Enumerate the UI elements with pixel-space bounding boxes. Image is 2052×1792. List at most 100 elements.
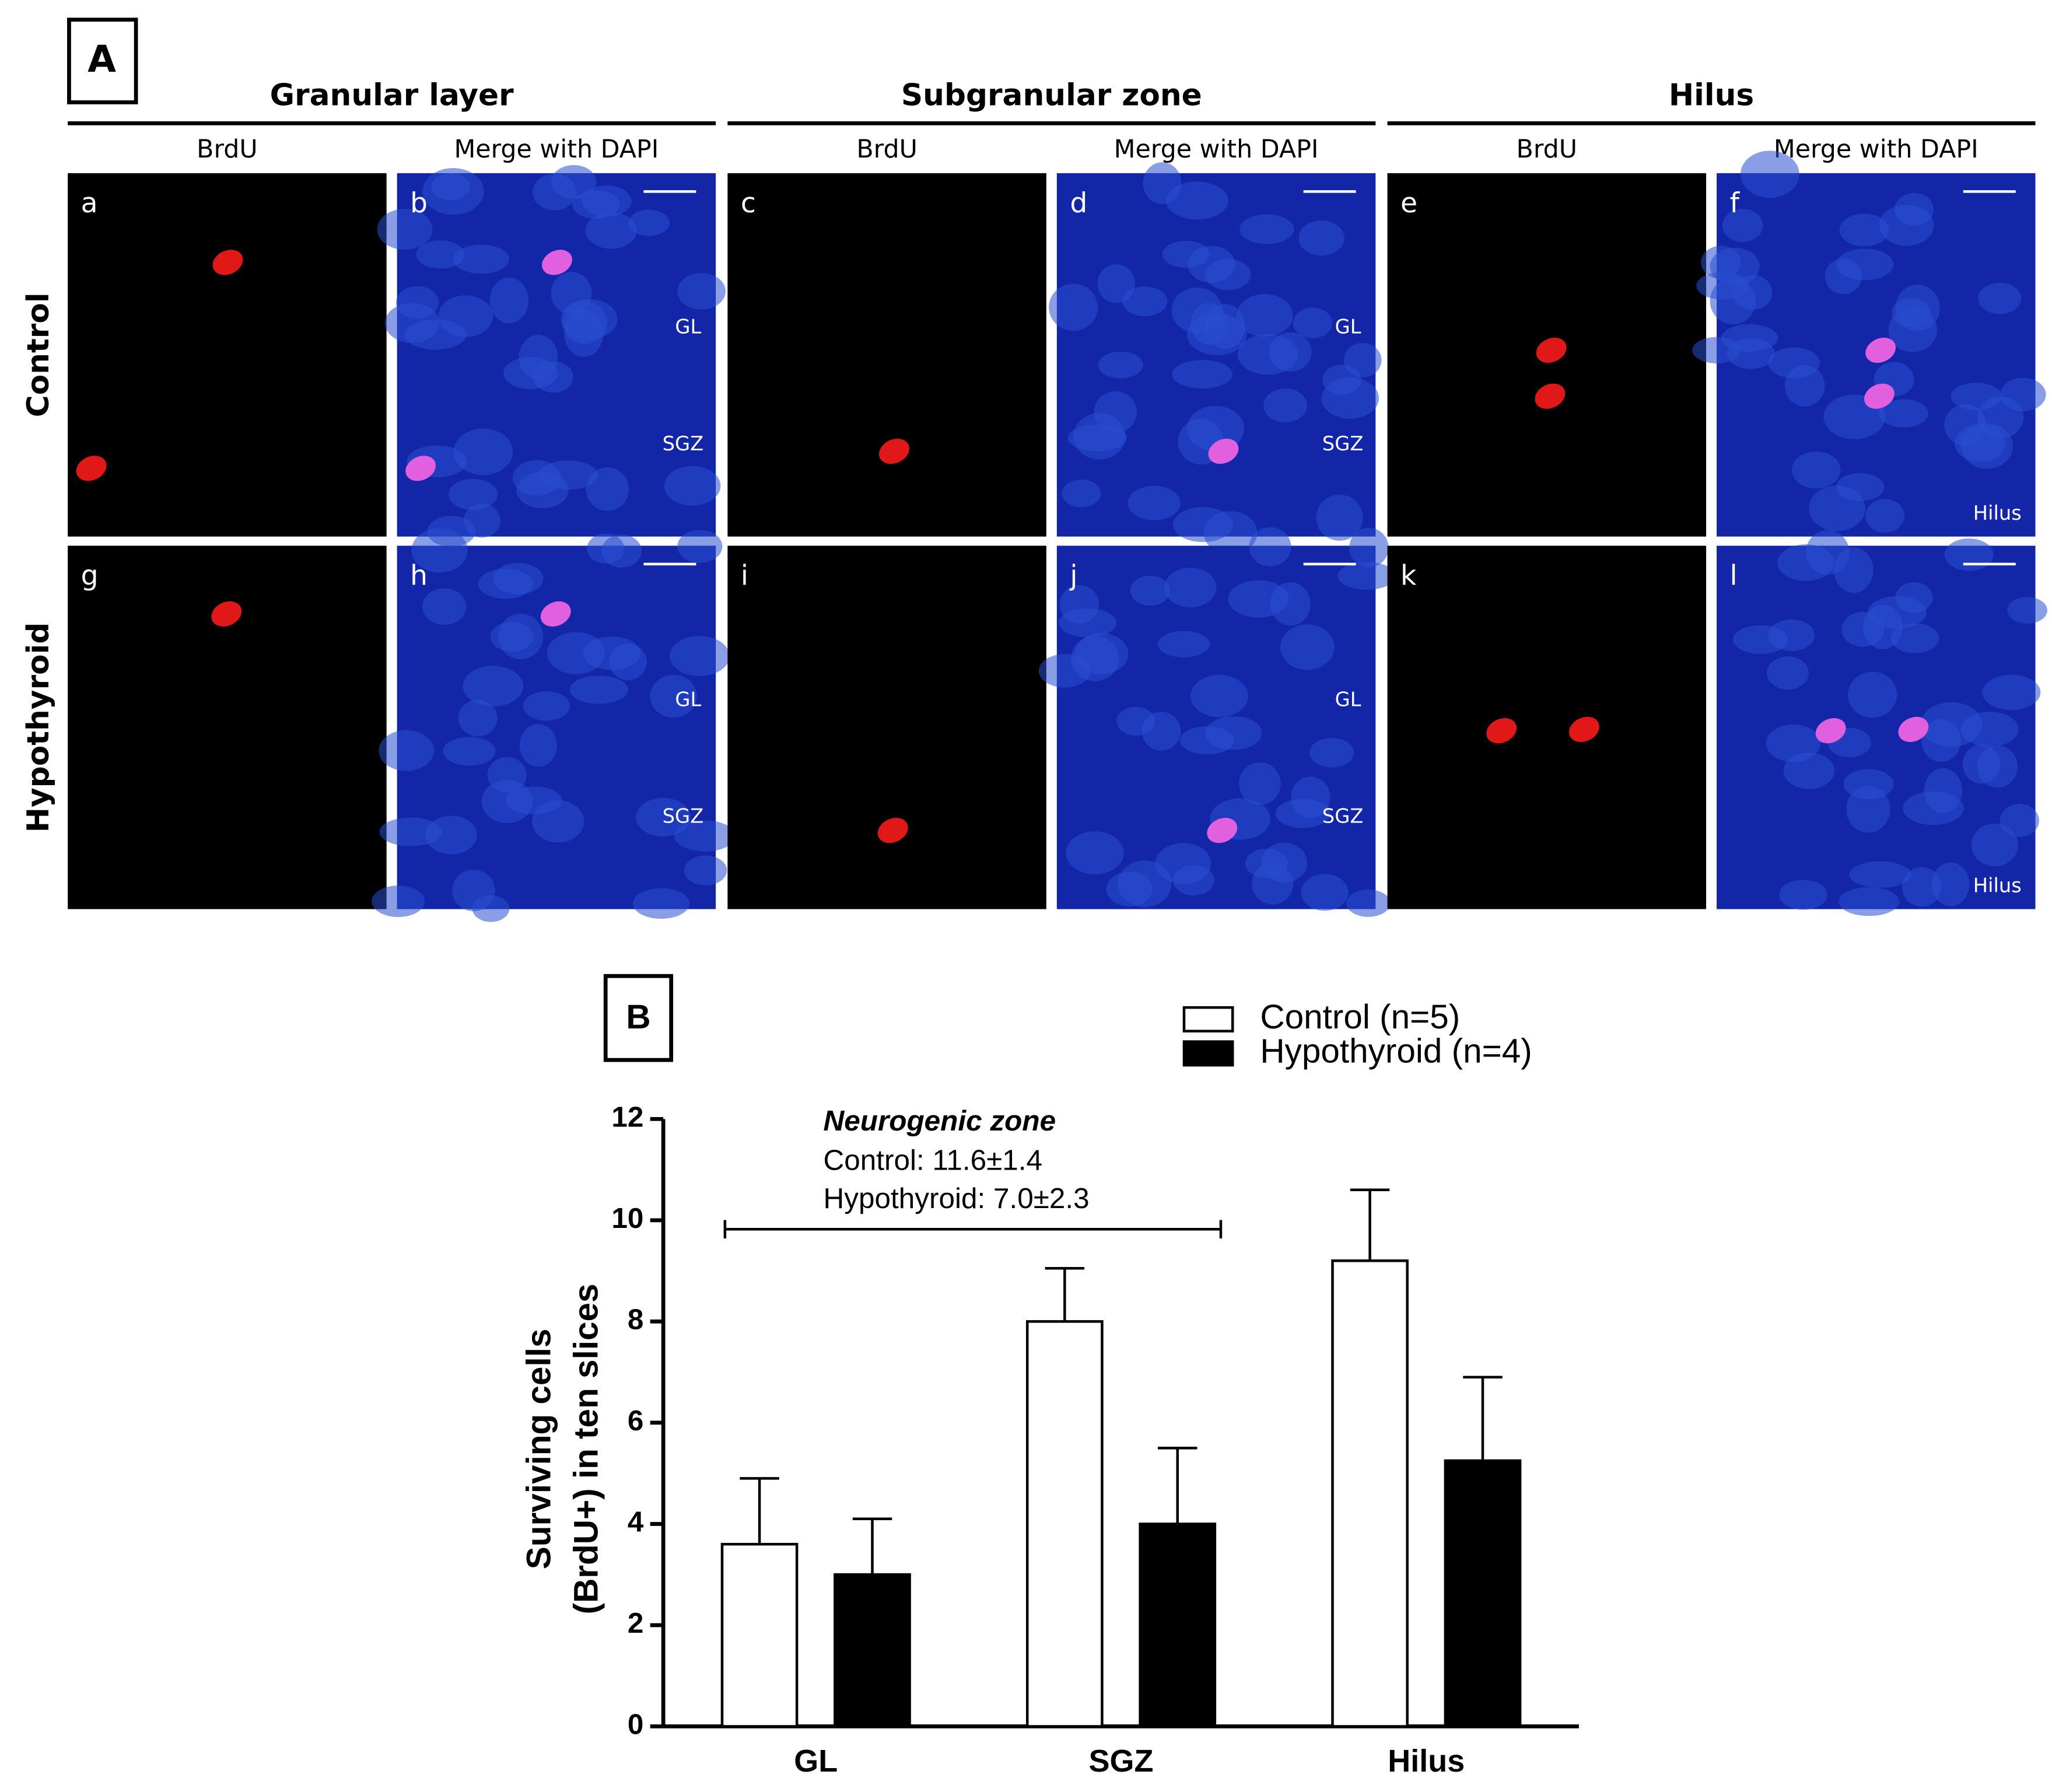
dapi-nucleus bbox=[1204, 259, 1251, 290]
dapi-nucleus bbox=[1865, 499, 1905, 533]
dapi-nucleus bbox=[1982, 674, 2041, 710]
dapi-nucleus bbox=[1098, 351, 1143, 379]
dapi-nucleus bbox=[1977, 746, 2018, 788]
region-label: SGZ bbox=[663, 432, 704, 455]
dapi-nucleus bbox=[1293, 307, 1332, 338]
dapi-nucleus bbox=[1173, 865, 1214, 895]
dapi-nucleus bbox=[1157, 631, 1210, 657]
group-title: Granular layer bbox=[270, 78, 514, 113]
dapi-nucleus bbox=[1931, 862, 1970, 907]
dapi-nucleus bbox=[1298, 220, 1344, 256]
dapi-nucleus bbox=[564, 310, 604, 357]
dapi-nucleus bbox=[458, 699, 498, 737]
bar bbox=[1331, 1259, 1409, 1728]
bar-chart: B 0 2 4 6 8 10 12 Surviving cells (BrdU+) in ten… bbox=[520, 974, 1579, 1779]
bar bbox=[1444, 1459, 1522, 1728]
dapi-nucleus bbox=[1073, 412, 1126, 460]
y-axis-label: (BrdU+) in ten slices bbox=[567, 1283, 605, 1614]
brdu-nucleus bbox=[1208, 439, 1239, 464]
dapi-nucleus bbox=[1733, 625, 1788, 654]
micrograph: a bbox=[68, 173, 387, 537]
dapi-nucleus bbox=[1944, 538, 1994, 571]
dapi-nucleus bbox=[1767, 656, 1809, 690]
y-tick-label: 4 bbox=[628, 1506, 644, 1538]
dapi-nucleus bbox=[1791, 451, 1841, 489]
micrograph: d GL SGZ bbox=[1049, 162, 1382, 555]
dapi-nucleus bbox=[1825, 258, 1862, 295]
dapi-nucleus bbox=[1270, 582, 1311, 626]
annotation-title: Neurogenic zone bbox=[824, 1105, 1056, 1137]
dapi-nucleus bbox=[636, 797, 691, 837]
y-tick-label: 8 bbox=[628, 1303, 644, 1335]
dapi-nucleus bbox=[1280, 624, 1335, 670]
dapi-nucleus bbox=[1841, 611, 1885, 647]
brdu-nucleus bbox=[1536, 337, 1567, 363]
dapi-nucleus bbox=[1118, 860, 1172, 907]
panel-letter: e bbox=[1400, 187, 1417, 219]
brdu-nucleus bbox=[879, 439, 909, 464]
legend-swatch bbox=[1182, 1040, 1234, 1067]
column-title: Merge with DAPI bbox=[454, 135, 659, 164]
y-tick-label: 2 bbox=[628, 1607, 644, 1639]
bar bbox=[1026, 1320, 1104, 1728]
dapi-nucleus bbox=[1116, 706, 1155, 736]
micrograph: b GL SGZ bbox=[377, 164, 726, 547]
dapi-nucleus bbox=[1252, 862, 1294, 905]
dapi-nucleus bbox=[1978, 282, 2022, 314]
brdu-nucleus bbox=[1535, 383, 1566, 409]
dapi-nucleus bbox=[1920, 702, 1983, 747]
panel-letter: j bbox=[1069, 560, 1077, 592]
dapi-nucleus bbox=[1301, 874, 1349, 911]
dapi-nucleus bbox=[628, 209, 670, 236]
column-title: Merge with DAPI bbox=[1774, 135, 1979, 164]
region-label: SGZ bbox=[663, 805, 704, 828]
dapi-nucleus bbox=[422, 588, 467, 625]
dapi-nucleus bbox=[585, 212, 637, 249]
dapi-nucleus bbox=[490, 622, 534, 652]
dapi-nucleus bbox=[532, 174, 577, 211]
dapi-nucleus bbox=[519, 724, 557, 767]
dapi-nucleus bbox=[2007, 597, 2047, 624]
dapi-nucleus bbox=[1722, 209, 1763, 242]
dapi-nucleus bbox=[377, 209, 433, 250]
dapi-nucleus bbox=[1122, 286, 1168, 316]
brdu-nucleus bbox=[542, 250, 572, 275]
dapi-nucleus bbox=[1309, 738, 1354, 768]
dapi-nucleus bbox=[438, 295, 493, 337]
dapi-nucleus bbox=[1321, 377, 1379, 419]
dapi-nucleus bbox=[1205, 716, 1262, 750]
dapi-nucleus bbox=[1903, 791, 1964, 825]
dapi-nucleus bbox=[1166, 181, 1228, 220]
panel-label: A bbox=[87, 38, 116, 80]
brdu-nucleus bbox=[877, 817, 908, 844]
region-label: GL bbox=[1335, 688, 1361, 710]
dapi-nucleus bbox=[431, 173, 471, 201]
dapi-nucleus bbox=[453, 428, 513, 475]
dapi-nucleus bbox=[674, 820, 736, 852]
dapi-nucleus bbox=[1836, 473, 1885, 502]
dapi-nucleus bbox=[1162, 240, 1210, 268]
dapi-nucleus bbox=[1143, 162, 1182, 204]
micrograph: c bbox=[727, 173, 1046, 537]
micrographs: Granular layer BrdU Merge with DAPI Subgran… bbox=[21, 78, 2047, 922]
dapi-nucleus bbox=[1878, 399, 1929, 428]
dapi-nucleus bbox=[1127, 485, 1181, 520]
group-title: Hilus bbox=[1669, 78, 1754, 113]
dapi-nucleus bbox=[379, 730, 435, 771]
annotation-line: Hypothyroid: 7.0±2.3 bbox=[824, 1182, 1090, 1214]
brdu-nucleus bbox=[211, 601, 242, 627]
dapi-nucleus bbox=[478, 569, 533, 599]
dapi-nucleus bbox=[1902, 867, 1942, 907]
image-background bbox=[1387, 545, 1707, 909]
region-label: SGZ bbox=[1322, 805, 1364, 828]
dapi-nucleus bbox=[503, 357, 558, 390]
dapi-nucleus bbox=[1130, 575, 1171, 606]
dapi-nucleus bbox=[1269, 332, 1312, 372]
y-axis-label: Surviving cells bbox=[520, 1329, 558, 1570]
dapi-nucleus bbox=[1766, 724, 1821, 762]
x-tick-label: GL bbox=[794, 1744, 838, 1779]
panel-letter: c bbox=[741, 187, 756, 219]
legend-label: Hypothyroid (n=4) bbox=[1260, 1032, 1532, 1070]
dapi-nucleus bbox=[1879, 204, 1934, 246]
